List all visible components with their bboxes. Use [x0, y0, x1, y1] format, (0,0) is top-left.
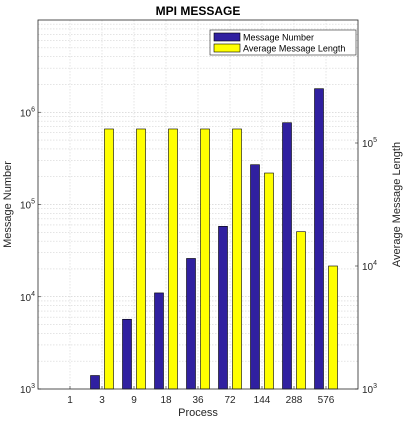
x-tick-label: 9: [131, 395, 137, 406]
bar-message-number-144: [250, 164, 260, 390]
legend-swatch: [213, 43, 241, 53]
x-tick-label: 576: [318, 395, 335, 406]
ticks: 1 3 9 18 36 72 144 288 576 103 104 105 106 103 104 105: [20, 106, 377, 406]
y-axis-label-left: Message Number: [2, 161, 14, 248]
y-tick-label-right: 104: [362, 260, 377, 273]
legend-swatch: [213, 32, 241, 42]
grid-lines: [38, 20, 358, 389]
bar-avg-message-length-144: [264, 172, 274, 390]
x-tick-label: 288: [286, 395, 303, 406]
bar-message-number-72: [218, 226, 228, 390]
legend-entry-label: Average Message Length: [243, 44, 345, 54]
y-axis-label-right: Average Message Length: [391, 142, 403, 267]
chart-title: MPI MESSAGE: [156, 4, 241, 18]
x-tick-label: 72: [224, 395, 236, 406]
x-tick-label: 3: [99, 395, 105, 406]
y-tick-label-left: 103: [20, 383, 35, 396]
bar-avg-message-length-18: [168, 128, 178, 390]
x-tick-label: 144: [254, 395, 271, 406]
bar-message-number-576: [314, 88, 324, 390]
bars: [90, 88, 338, 390]
bar-message-number-288: [282, 122, 292, 390]
bar-avg-message-length-36: [200, 128, 210, 390]
y-tick-label-left: 104: [20, 291, 35, 304]
x-tick-label: 36: [192, 395, 204, 406]
bar-message-number-3: [90, 375, 100, 390]
y-tick-label-left: 106: [20, 106, 35, 119]
bar-avg-message-length-9: [136, 128, 146, 390]
bar-avg-message-length-576: [328, 265, 338, 390]
bar-avg-message-length-72: [232, 128, 242, 390]
y-tick-label-left: 105: [20, 199, 35, 212]
legend-entry-label: Message Number: [243, 33, 314, 43]
bar-avg-message-length-3: [104, 128, 114, 390]
x-tick-label: 1: [67, 395, 73, 406]
x-axis-label: Process: [178, 407, 218, 419]
bar-message-number-18: [154, 292, 164, 390]
y-tick-label-right: 105: [362, 137, 377, 150]
bar-message-number-36: [186, 258, 196, 390]
bar-message-number-9: [122, 318, 132, 390]
bar-avg-message-length-288: [296, 231, 306, 390]
y-tick-label-right: 103: [362, 383, 377, 396]
x-tick-label: 18: [160, 395, 172, 406]
